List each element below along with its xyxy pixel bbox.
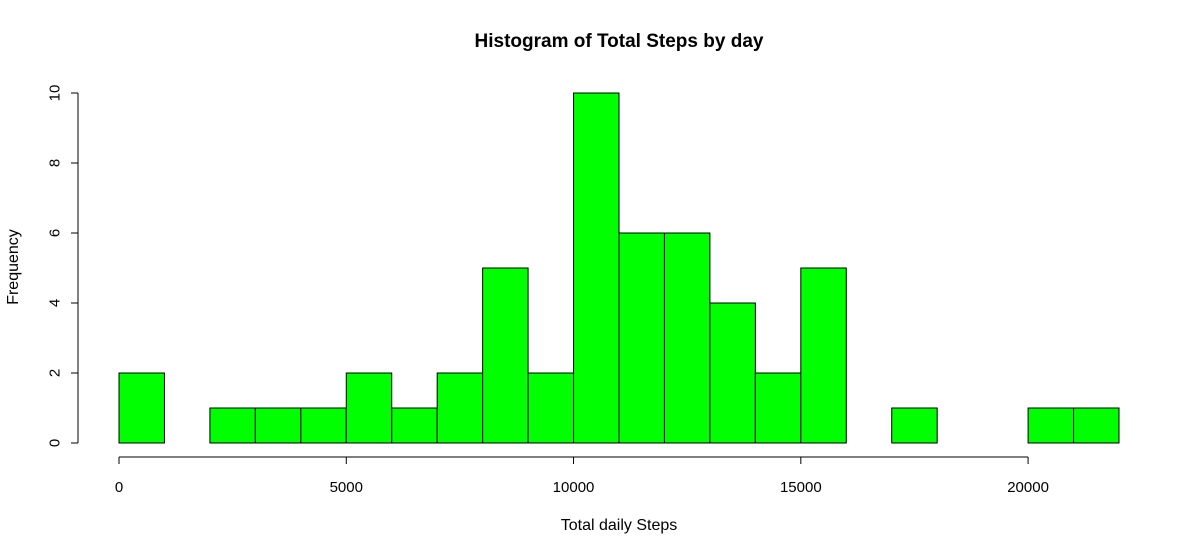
y-tick-label: 2 <box>47 369 64 377</box>
histogram-bar <box>800 267 847 444</box>
y-axis: 0 2 4 6 8 10 <box>47 85 79 447</box>
y-tick-label: 6 <box>47 229 64 237</box>
histogram-bar <box>118 372 165 444</box>
histogram-bar <box>754 372 802 444</box>
histogram-bar <box>1027 407 1075 444</box>
histogram-bar <box>527 372 575 444</box>
y-tick-label: 8 <box>47 159 64 167</box>
x-tick-label: 0 <box>115 479 123 496</box>
histogram-bar <box>209 407 256 444</box>
histogram-bar <box>482 267 529 444</box>
x-tick-label: 20000 <box>1007 479 1049 496</box>
y-axis-label: Frequency <box>5 229 22 305</box>
histogram-bar <box>891 407 938 444</box>
y-tick-label: 0 <box>47 439 64 447</box>
histogram-bar <box>391 407 438 444</box>
histogram-bar <box>254 407 302 444</box>
y-tick-label: 10 <box>47 85 64 102</box>
y-tick-label: 4 <box>47 299 64 307</box>
x-axis: 0 5000 10000 15000 20000 <box>115 456 1049 496</box>
x-tick-label: 15000 <box>780 479 822 496</box>
bars-group <box>118 92 1120 444</box>
x-tick-label: 5000 <box>330 479 363 496</box>
histogram-bar <box>345 372 393 444</box>
histogram-bar <box>618 232 665 444</box>
x-tick-label: 10000 <box>553 479 595 496</box>
x-axis-label: Total daily Steps <box>561 517 678 534</box>
histogram-bar <box>573 92 620 444</box>
histogram-bar <box>436 372 484 444</box>
chart-title: Histogram of Total Steps by day <box>475 31 764 52</box>
histogram-bar <box>663 232 711 444</box>
histogram-bar <box>300 407 347 444</box>
histogram-bar <box>1073 407 1120 444</box>
histogram-bar <box>709 302 756 444</box>
